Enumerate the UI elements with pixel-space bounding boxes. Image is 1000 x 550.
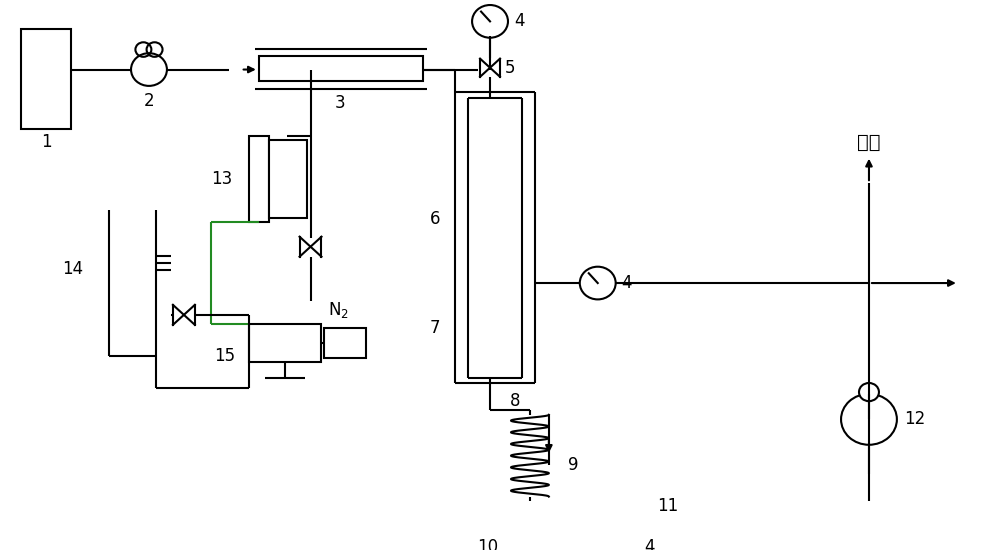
Text: 15: 15 [215, 346, 236, 365]
Text: 4: 4 [622, 274, 632, 292]
Text: N$_2$: N$_2$ [328, 300, 349, 320]
Text: 10: 10 [477, 537, 498, 550]
Bar [259, 56, 423, 81]
Text: 7: 7 [430, 320, 440, 338]
Text: 9: 9 [568, 456, 578, 474]
Text: 5: 5 [505, 59, 515, 76]
Bar [505, 510, 557, 550]
Text: 6: 6 [430, 211, 440, 228]
Text: 13: 13 [211, 169, 233, 188]
Text: 放空: 放空 [857, 133, 881, 152]
Text: 8: 8 [510, 392, 520, 410]
Bar [21, 29, 71, 129]
Bar [249, 136, 269, 222]
Text: 2: 2 [144, 92, 154, 111]
Text: 12: 12 [904, 410, 925, 428]
Bar [641, 515, 695, 550]
Text: 4: 4 [645, 537, 655, 550]
Text: 1: 1 [41, 133, 52, 151]
Text: 3: 3 [335, 94, 346, 112]
Bar [324, 328, 366, 358]
Text: 4: 4 [514, 13, 524, 30]
Circle shape [859, 383, 879, 401]
Text: 11: 11 [657, 497, 678, 515]
Bar [269, 140, 307, 218]
Text: 14: 14 [62, 260, 83, 278]
Bar [249, 324, 320, 362]
